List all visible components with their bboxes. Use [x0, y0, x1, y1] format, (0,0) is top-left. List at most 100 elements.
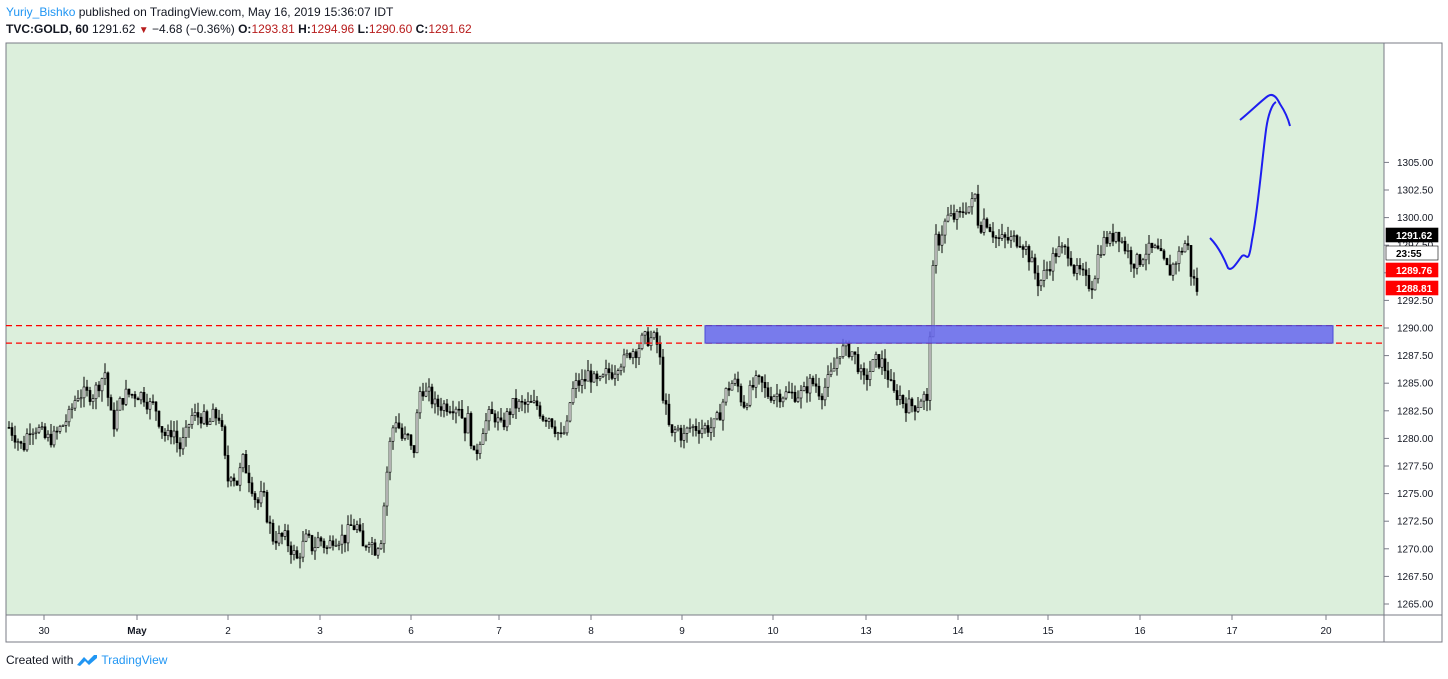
candle-body — [796, 397, 800, 402]
candle-body — [751, 384, 755, 388]
candle-body — [157, 410, 161, 427]
candle-body — [64, 421, 68, 426]
candle-body — [553, 426, 557, 434]
candle-body — [982, 218, 986, 233]
candle-body — [322, 540, 326, 548]
candle-body — [1057, 246, 1061, 257]
candle-body — [454, 408, 458, 414]
candle-body — [748, 384, 752, 406]
candle-body — [967, 206, 971, 213]
candle-body — [472, 445, 476, 451]
tradingview-link[interactable]: TradingView — [101, 653, 168, 667]
candle-body — [997, 237, 1001, 239]
price-tick-label: 1267.50 — [1397, 572, 1434, 583]
time-tick-label: 14 — [952, 626, 964, 637]
candle-body — [163, 431, 167, 436]
candle-body — [718, 412, 722, 421]
candle-body — [493, 413, 497, 423]
time-tick-label: 13 — [860, 626, 872, 637]
candle-body — [280, 532, 284, 537]
candle-body — [886, 370, 890, 380]
candle-body — [13, 435, 17, 443]
candle-body — [661, 356, 665, 401]
candle-body — [238, 467, 242, 486]
candle-body — [130, 394, 134, 396]
candle-body — [229, 477, 233, 482]
candle-body — [310, 535, 314, 552]
candle-body — [457, 408, 461, 411]
candle-body — [478, 443, 482, 454]
candle-body — [697, 430, 701, 434]
candle-body — [769, 396, 773, 401]
candle-body — [574, 380, 578, 389]
candle-body — [103, 372, 107, 379]
candle-body — [451, 411, 455, 414]
candle-body — [679, 427, 683, 441]
candle-body — [1144, 253, 1148, 261]
candle-body — [373, 542, 377, 556]
candle-body — [565, 420, 569, 434]
candle-body — [577, 380, 581, 386]
candle-body — [1042, 270, 1046, 281]
candle-body — [100, 378, 104, 392]
candle-body — [1099, 254, 1103, 256]
candle-body — [172, 430, 176, 438]
candle-body — [745, 404, 749, 408]
candle-body — [1150, 242, 1154, 249]
candle-body — [97, 384, 101, 392]
candle-body — [490, 409, 494, 415]
candle-body — [1060, 245, 1064, 248]
support-zone — [6, 325, 1384, 344]
candle-body — [193, 412, 197, 416]
candle-body — [817, 385, 821, 397]
candle-body — [856, 354, 860, 373]
candle-body — [871, 359, 875, 372]
candle-body — [1147, 242, 1151, 255]
tradingview-logo-icon — [77, 655, 98, 666]
candle-body — [862, 368, 866, 376]
candle-body — [847, 342, 851, 358]
candle-body — [910, 398, 914, 407]
candle-body — [142, 392, 146, 403]
candle-body — [511, 398, 515, 415]
candle-body — [913, 405, 917, 412]
candle-body — [1186, 243, 1190, 246]
candle-body — [1012, 235, 1016, 237]
candle-body — [241, 453, 245, 469]
candle-body — [652, 332, 656, 339]
candle-body — [529, 401, 533, 403]
candle-body — [829, 370, 833, 375]
candle-body — [364, 545, 368, 548]
candle-body — [1114, 231, 1118, 242]
candle-body — [904, 403, 908, 414]
support-zone-rect[interactable] — [704, 325, 1334, 344]
candle-body — [961, 211, 965, 213]
candle-body — [1072, 264, 1076, 274]
candle-body — [184, 426, 188, 438]
candle-body — [775, 393, 779, 397]
candle-body — [970, 198, 974, 208]
candle-body — [949, 213, 953, 216]
candle-body — [682, 433, 686, 441]
candle-body — [361, 530, 365, 547]
candle-body — [1006, 237, 1010, 241]
candle-body — [370, 542, 374, 545]
candle-body — [793, 391, 797, 402]
candle-body — [1087, 274, 1091, 289]
candle-body — [730, 383, 734, 391]
candle-body — [82, 386, 86, 399]
open-label: O: — [238, 22, 252, 36]
candle-body — [658, 344, 662, 358]
candle-body — [94, 384, 98, 399]
candle-body — [1081, 268, 1085, 271]
candle-body — [121, 398, 125, 405]
candle-body — [1189, 245, 1193, 277]
candle-body — [1156, 245, 1160, 249]
candle-body — [595, 373, 599, 380]
author-link[interactable]: Yuriy_Bishko — [6, 5, 76, 19]
candle-body — [826, 374, 830, 388]
candle-body — [538, 405, 542, 417]
candle-body — [262, 491, 266, 493]
candle-body — [952, 213, 956, 220]
